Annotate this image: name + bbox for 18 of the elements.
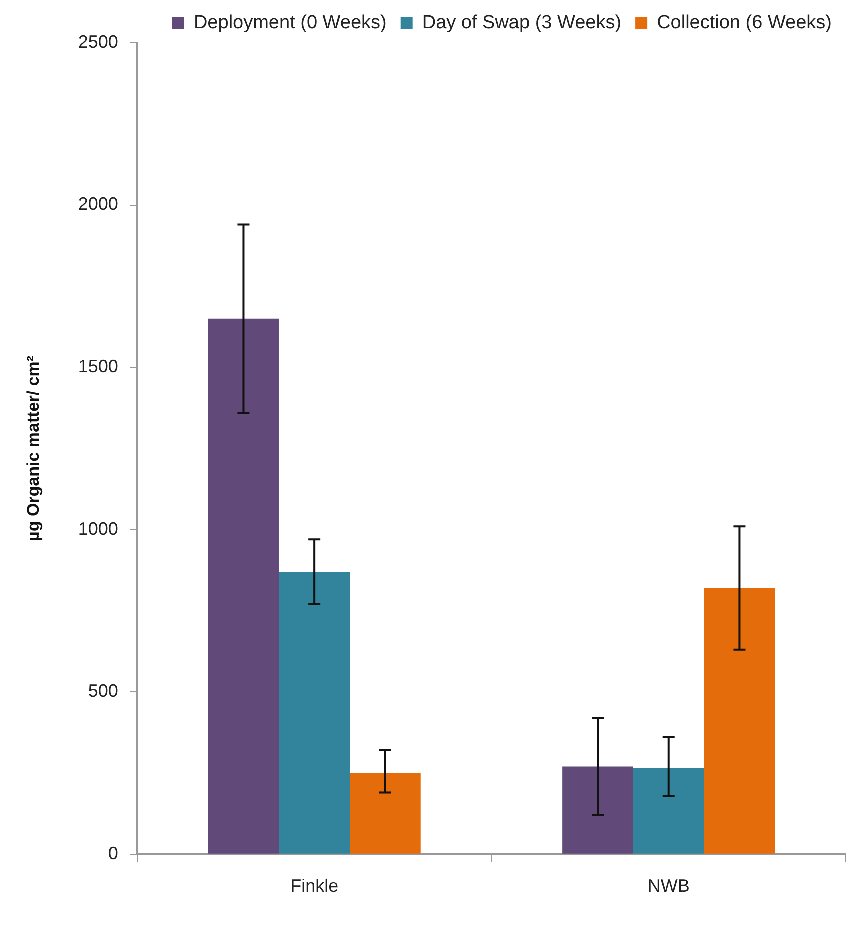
bar <box>562 766 634 854</box>
legend-label: Deployment (0 Weeks) <box>194 12 387 34</box>
bar <box>350 773 421 854</box>
legend-label: Day of Swap (3 Weeks) <box>422 12 622 34</box>
legend-label: Collection (6 Weeks) <box>657 12 832 34</box>
y-tick-label: 1000 <box>78 518 118 539</box>
bar <box>208 318 280 854</box>
y-tick-label: 2000 <box>78 194 118 214</box>
y-tick-label: 0 <box>108 843 118 864</box>
y-tick-label: 1500 <box>78 356 118 377</box>
y-axis-title: µg Organic matter/ cm² <box>24 356 43 542</box>
bar <box>633 768 704 854</box>
x-tick-label: NWB <box>648 876 690 896</box>
y-tick-label: 2500 <box>78 32 118 52</box>
bar <box>279 572 350 854</box>
y-tick-label: 500 <box>88 681 118 702</box>
x-tick-label: Finkle <box>290 876 339 896</box>
bar <box>704 588 776 854</box>
